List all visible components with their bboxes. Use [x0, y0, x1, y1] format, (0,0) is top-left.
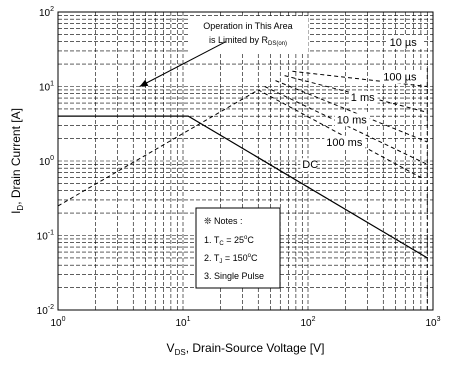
x-tick-label: 101 — [175, 316, 190, 329]
plot-area: DC 100 ms 10 ms 1 ms 100 µs 10 µs Operation i… — [57, 11, 434, 311]
series-10-s — [292, 70, 428, 87]
y-tick-label: 101 — [39, 81, 54, 94]
x-tick-label: 103 — [425, 316, 440, 329]
curve-label: 100 ms — [326, 137, 363, 149]
y-axis-label: ID, Drain Current [A] — [9, 108, 25, 214]
curve-label: DC — [302, 159, 318, 171]
curve-label-bg — [381, 70, 423, 84]
curve-label-bg — [348, 90, 378, 104]
y-tick-labels: 10-2 10-1 100 101 102 — [37, 6, 54, 317]
annotation-arrow-head — [139, 79, 149, 87]
x-tick-labels: 100 101 102 103 — [50, 316, 440, 329]
series-100-ms — [57, 89, 422, 207]
annotation-arrow-line — [139, 41, 227, 87]
y-tick-label: 10-2 — [37, 304, 54, 317]
y-tick-label: 100 — [39, 155, 54, 168]
curve-label-bg — [387, 35, 423, 49]
curve-label: 100 µs — [383, 72, 417, 84]
grid-lines — [58, 12, 433, 310]
notes-item: 3. Single Pulse — [204, 271, 264, 281]
notes-item: 1. TC = 25oC — [204, 235, 254, 247]
curve-label-bg — [324, 135, 366, 149]
curve-label-bg — [300, 158, 317, 172]
notes-frame — [195, 207, 281, 289]
notes-title: ❊ Notes : — [204, 216, 243, 226]
curve-label: 10 µs — [390, 37, 418, 49]
annotation-line-1: Operation in This Area — [203, 21, 292, 31]
x-axis-label: VDS, Drain-Source Voltage [V] — [167, 341, 325, 357]
curve-label: 10 ms — [337, 114, 367, 126]
curve-label-bg — [334, 113, 370, 127]
curve-labels: DC 100 ms 10 ms 1 ms 100 µs 10 µs — [300, 35, 423, 172]
annotation-line-2: is Limited by RDS(on) — [209, 35, 287, 47]
series-dc — [58, 115, 428, 259]
y-tick-label: 102 — [39, 6, 54, 19]
y-tick-label: 10-1 — [37, 230, 54, 243]
x-tick-label: 100 — [50, 316, 65, 329]
rdson-annotation: Operation in This Area is Limited by RDS(… — [139, 16, 308, 87]
x-tick-label: 102 — [300, 316, 315, 329]
annotation-bg — [190, 16, 308, 52]
series-1-ms — [275, 80, 428, 143]
curve-label: 1 ms — [351, 92, 375, 104]
series-10-ms — [264, 86, 428, 165]
notes-box: ❊ Notes : 1. TC = 25oC 2. TJ = 150oC 3. Sin… — [195, 207, 281, 289]
notes-item: 2. TJ = 150oC — [204, 253, 258, 265]
